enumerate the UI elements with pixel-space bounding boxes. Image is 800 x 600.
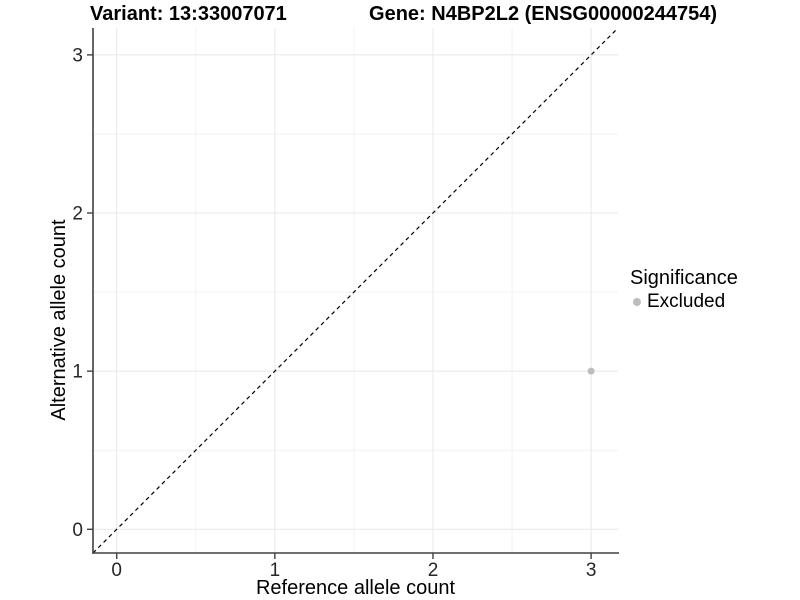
x-axis-title: Reference allele count bbox=[255, 577, 455, 599]
y-axis-title: Alternative allele count bbox=[48, 219, 70, 421]
data-point-excluded bbox=[587, 367, 595, 375]
y-tick-label: 2 bbox=[72, 204, 83, 225]
x-tick-label: 0 bbox=[111, 560, 122, 581]
x-tick-label: 2 bbox=[428, 560, 439, 581]
x-tick-label: 3 bbox=[586, 560, 597, 581]
plot-title-variant: Variant: 13:33007071 bbox=[90, 3, 287, 25]
plot-title-gene: Gene: N4BP2L2 (ENSG00000244754) bbox=[369, 3, 717, 25]
y-tick-label: 0 bbox=[72, 520, 83, 541]
excluded-point-icon bbox=[633, 297, 641, 306]
legend-entry-label: Excluded bbox=[647, 291, 726, 312]
legend-entry-excluded: Excluded bbox=[630, 290, 738, 313]
y-tick-label: 1 bbox=[72, 362, 83, 383]
legend-title: Significance bbox=[630, 267, 738, 289]
identity-reference-line bbox=[93, 28, 618, 553]
x-tick-label: 1 bbox=[270, 560, 281, 581]
legend: Significance Excluded bbox=[630, 266, 738, 313]
y-tick-label: 3 bbox=[72, 45, 83, 66]
